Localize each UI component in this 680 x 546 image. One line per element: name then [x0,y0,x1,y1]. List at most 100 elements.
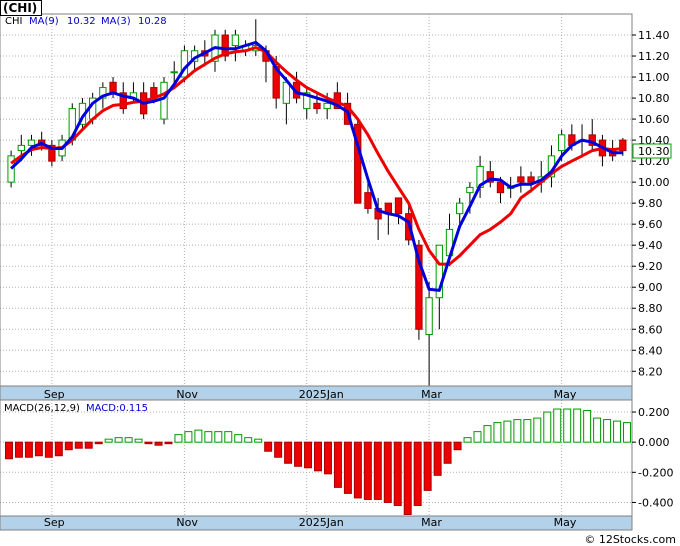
macd-bar-positive [463,437,472,443]
candle-up [557,134,566,152]
macd-bar-positive [523,419,532,443]
candle-down [354,123,362,204]
macd-bar-negative [84,441,93,449]
macd-bar-positive [563,408,572,443]
macd-bar-positive [224,431,233,443]
price-tick-label: 9.80 [638,197,663,210]
macd-bar-negative [264,441,273,452]
legend-ticker: CHI [5,16,22,27]
price-tick-label: 8.60 [638,323,663,336]
legend-ma9: MA(9) [29,16,59,27]
macd-legend: MACD(26,12,9) MACD:0.115 [4,403,148,414]
watermark: © 12Stocks.com [584,533,676,546]
macd-bar-positive [244,437,253,443]
macd-bar-negative [14,441,23,458]
candle-down [109,81,117,94]
candle-up [99,87,107,99]
macd-bar-negative [393,441,402,506]
candle-down [619,139,627,152]
macd-bar-positive [623,422,632,443]
candle-down [496,181,505,194]
price-tick-label: 11.00 [638,71,670,84]
macd-bar-negative [24,441,33,458]
macd-bar-negative [294,441,303,467]
price-tick-label: 10.80 [638,92,670,105]
macd-x-axis: SepNov2025JanMarMayJul [44,516,577,529]
candle-up [17,144,25,152]
candle-up [323,102,331,110]
legend-macd-params: MACD(26,12,9) [4,403,80,414]
macd-bar-positive [543,411,552,443]
macd-bar-negative [144,441,153,445]
macd-bar-negative [54,441,63,457]
macd-bar-negative [154,441,163,446]
macd-bar-positive [603,419,612,443]
macd-x-axis-strip [0,515,633,531]
price-y-axis: 11.4011.2011.0010.8010.6010.4010.2010.00… [632,29,670,378]
candle-down [527,176,535,183]
legend-ma3: MA(3) [101,16,131,27]
macd-bar-negative [363,441,372,500]
macd-bar-positive [593,417,602,443]
macd-bar-positive [174,434,183,443]
macd-bar-positive [533,417,542,443]
macd-bar-negative [353,441,362,499]
macd-bar-negative [44,441,53,458]
macd-bar-positive [194,429,203,443]
macd-bar-positive [513,419,522,443]
macd-bar-negative [443,441,452,464]
macd-x-label: Mar [421,516,442,529]
macd-bar-positive [234,434,243,443]
macd-bar-positive [493,422,502,443]
legend-macd-value: MACD:0.115 [86,403,148,414]
price-x-label: Nov [176,388,198,401]
candle-up [7,155,15,183]
price-legend: CHI MA(9) 10.32 MA(3) 10.28 [5,16,167,27]
price-tick-label: 8.20 [638,365,663,378]
candle-up [466,186,474,194]
macd-x-label: May [554,516,577,529]
last-price-label: 10.30 [638,145,670,158]
price-tick-label: 8.80 [638,302,663,315]
candle-up [170,71,178,74]
macd-bar-negative [4,441,13,460]
macd-bar-positive [254,438,263,443]
price-x-label: Mar [421,388,442,401]
price-plot [7,19,627,388]
macd-bar-positive [124,437,133,443]
candle-down [119,92,127,110]
macd-bar-negative [164,441,173,445]
price-x-label: 2025Jan [299,388,344,401]
macd-x-label: 2025Jan [299,516,344,529]
macd-bar-negative [373,441,382,500]
macd-tick-label: -0.400 [638,496,673,509]
macd-bar-negative [304,441,313,469]
price-tick-label: 9.40 [638,239,663,252]
price-tick-label: 11.20 [638,50,670,63]
macd-bar-negative [433,441,442,476]
price-x-label: May [554,388,577,401]
macd-bar-positive [214,431,223,443]
candle-up [231,34,240,47]
price-tick-label: 9.00 [638,281,663,294]
ticker-box: (CHI) [0,0,42,16]
macd-bar-negative [343,441,352,494]
macd-bar-negative [74,441,83,449]
macd-bar-positive [613,420,622,443]
macd-bar-positive [573,408,582,443]
price-x-label: Sep [44,388,65,401]
macd-bar-positive [503,420,512,443]
legend-ma9-value: 10.32 [67,16,96,27]
macd-bar-negative [423,441,432,491]
price-x-axis: SepNov2025JanMarMayJul [44,388,577,401]
macd-bar-negative [284,441,293,464]
macd-y-axis: 0.200 0.000 -0.200 -0.400 [632,406,673,509]
ma9-line [10,46,623,266]
candle-up [160,81,168,120]
macd-bar-positive [204,431,213,443]
candle-up [27,139,36,146]
legend-ma3-value: 10.28 [138,16,167,27]
macd-bar-negative [383,441,392,503]
candle-up [303,92,311,110]
